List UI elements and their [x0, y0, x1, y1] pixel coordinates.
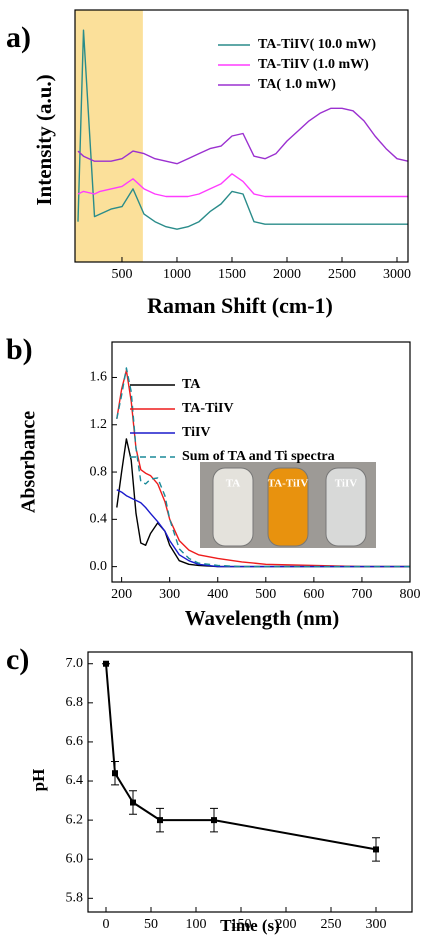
x-tick-label: 500	[255, 587, 276, 602]
data-line	[77, 29, 408, 230]
x-tick-label: 500	[111, 267, 132, 282]
highlight-band	[75, 10, 143, 262]
x-tick-label: 800	[400, 587, 421, 602]
plot-frame	[111, 341, 411, 583]
data-line	[77, 173, 408, 198]
plot-frame	[74, 9, 409, 263]
x-tick-label: 400	[207, 587, 228, 602]
x-axis-title: Wavelength (nm)	[185, 606, 340, 630]
y-tick-label: 6.2	[66, 812, 84, 827]
x-tick-label: 3000	[383, 267, 411, 282]
y-axis-title: pH	[29, 769, 48, 792]
x-tick-label: 600	[303, 587, 324, 602]
x-tick-label: 2000	[273, 267, 301, 282]
vial	[212, 467, 254, 547]
inset-photo: TA TA-TiIV TiIV	[200, 462, 376, 548]
x-tick-label: 50	[144, 917, 158, 932]
panel-label: b)	[6, 333, 33, 366]
data-marker	[157, 817, 163, 824]
legend-label: TA-TiIV (1.0 mW)	[258, 57, 369, 72]
plot-frame	[87, 651, 413, 913]
panel-label: a)	[6, 21, 31, 54]
legend-label: TA-TiIV	[182, 401, 234, 416]
y-tick-label: 1.2	[90, 417, 108, 432]
y-tick-label: 6.4	[66, 773, 84, 788]
y-axis-title: Absorbance	[18, 411, 40, 513]
y-tick-label: 5.8	[66, 891, 84, 906]
legend-label: TiIV	[182, 425, 211, 440]
data-line	[105, 663, 377, 851]
vial	[267, 467, 309, 547]
panel-label: c)	[6, 643, 29, 676]
inset-label: TA	[226, 478, 241, 490]
inset-label: TA-TiIV	[268, 478, 309, 490]
x-tick-label: 1000	[163, 267, 191, 282]
x-tick-label: 250	[321, 917, 342, 932]
legend-label: Sum of TA and Ti spectra	[182, 449, 335, 464]
data-marker	[130, 799, 136, 806]
x-tick-label: 300	[159, 587, 180, 602]
data-marker	[373, 846, 379, 853]
legend-label: TA-TiIV( 10.0 mW)	[258, 37, 376, 52]
legend-label: TA	[182, 377, 201, 392]
data-marker	[112, 770, 118, 777]
x-tick-label: 1500	[218, 267, 246, 282]
x-tick-label: 2500	[328, 267, 356, 282]
data-marker	[103, 660, 109, 667]
y-tick-label: 0.4	[90, 512, 108, 527]
x-tick-label: 700	[351, 587, 372, 602]
y-tick-label: 6.0	[66, 851, 84, 866]
y-tick-label: 0.8	[90, 464, 108, 479]
y-tick-label: 1.6	[90, 370, 108, 385]
y-tick-label: 6.8	[66, 695, 84, 710]
x-tick-label: 100	[186, 917, 207, 932]
y-tick-label: 7.0	[66, 656, 84, 671]
data-line	[116, 367, 410, 568]
x-axis-title: Raman Shift (cm-1)	[147, 293, 333, 318]
data-line	[77, 107, 409, 165]
x-tick-label: 200	[111, 587, 132, 602]
vial	[325, 467, 367, 547]
x-tick-label: 0	[103, 917, 110, 932]
x-axis-title: Time (s)	[220, 916, 280, 935]
y-axis-title: Intensity (a.u.)	[32, 74, 56, 205]
x-tick-label: 150	[231, 917, 252, 932]
data-line	[116, 489, 410, 568]
legend-label: TA( 1.0 mW)	[258, 77, 336, 92]
x-tick-label: 200	[276, 917, 297, 932]
y-tick-label: 0.0	[90, 559, 108, 574]
data-marker	[211, 817, 217, 824]
y-tick-label: 6.6	[66, 734, 84, 749]
x-tick-label: 300	[366, 917, 387, 932]
inset-label: TiIV	[335, 478, 357, 490]
